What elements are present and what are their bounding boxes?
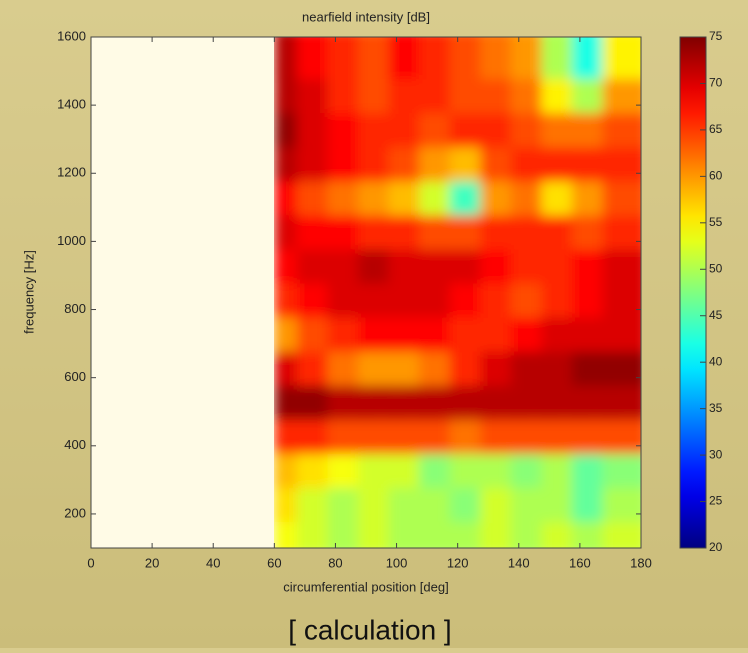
y-tick-label: 200 [64, 505, 86, 520]
chart-title: nearfield intensity [dB] [302, 9, 430, 24]
y-tick-label: 600 [64, 369, 86, 384]
x-axis-label: circumferential position [deg] [283, 579, 448, 594]
y-tick-label: 1000 [57, 233, 86, 248]
x-tick-label: 160 [569, 555, 591, 570]
y-tick-label: 1200 [57, 165, 86, 180]
y-tick-label: 1600 [57, 28, 86, 43]
y-tick-label: 400 [64, 437, 86, 452]
colorbar-tick-label: 60 [709, 169, 723, 183]
colorbar [679, 36, 707, 549]
x-tick-label: 100 [386, 555, 408, 570]
colorbar-tick-label: 65 [709, 122, 723, 136]
heatmap-cells [274, 37, 641, 548]
y-tick-label: 1400 [57, 97, 86, 112]
x-tick-label: 120 [447, 555, 469, 570]
x-tick-label: 80 [328, 555, 342, 570]
colorbar-tick-label: 70 [709, 76, 723, 90]
x-tick-label: 0 [87, 555, 94, 570]
heatmap [274, 37, 641, 548]
caption: [ calculation ] [288, 614, 451, 645]
heatmap-cell [602, 37, 641, 80]
y-axis-label: frequency [Hz] [21, 250, 36, 334]
colorbar-tick-label: 45 [709, 308, 723, 322]
colorbar-tick-label: 55 [709, 215, 723, 229]
plot-frame [90, 36, 642, 549]
y-tick-label: 800 [64, 301, 86, 316]
colorbar-tick-label: 25 [709, 494, 723, 508]
x-tick-label: 140 [508, 555, 530, 570]
colorbar-tick-label: 40 [709, 354, 723, 368]
colorbar-tick-label: 75 [709, 29, 723, 43]
colorbar-tick-label: 20 [709, 540, 723, 554]
colorbar-tick-label: 30 [709, 447, 723, 461]
colorbar-tick-label: 35 [709, 401, 723, 415]
x-tick-label: 20 [145, 555, 159, 570]
x-tick-label: 60 [267, 555, 281, 570]
x-tick-label: 180 [630, 555, 652, 570]
x-tick-label: 40 [206, 555, 220, 570]
colorbar-tick-label: 50 [709, 261, 723, 275]
